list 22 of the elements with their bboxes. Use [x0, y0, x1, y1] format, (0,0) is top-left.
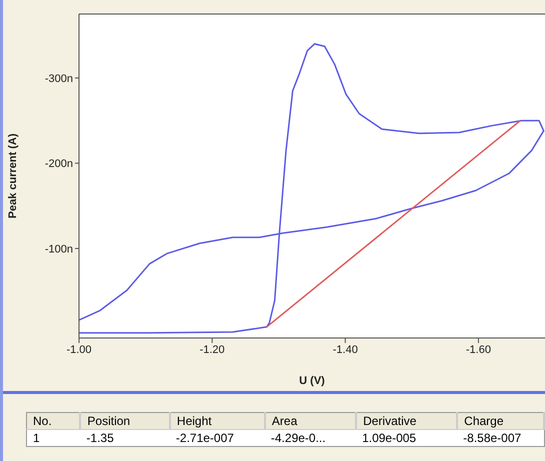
x-tick-label: -1.60 [466, 344, 491, 356]
text: 1.09e-005 [361, 430, 418, 446]
text: 1 [32, 430, 41, 446]
x-tick-label: -1.40 [332, 344, 358, 356]
x-tick-label: -1.20 [200, 344, 225, 356]
text: Position [80, 412, 170, 430]
text: Height [170, 412, 265, 430]
text: -2.71e-007 [174, 430, 235, 446]
line-series [79, 43, 544, 334]
y-axis-title: Peak current (A) [6, 133, 19, 218]
y-tick-label: -100n [44, 243, 73, 256]
text: -8.58e-007 [462, 430, 522, 446]
y-tick-label: -200n [44, 158, 73, 170]
x-tick-label: -1.00 [66, 344, 92, 356]
text: -1.35 [85, 430, 115, 446]
text: No. [26, 412, 80, 430]
text: -4.29e-0... [270, 430, 327, 446]
text: Charge [457, 412, 544, 430]
x-axis-title: U (V) [299, 375, 326, 387]
y-tick-label: -300n [44, 72, 73, 85]
text: Area [264, 412, 356, 430]
text: Derivative [356, 412, 458, 430]
